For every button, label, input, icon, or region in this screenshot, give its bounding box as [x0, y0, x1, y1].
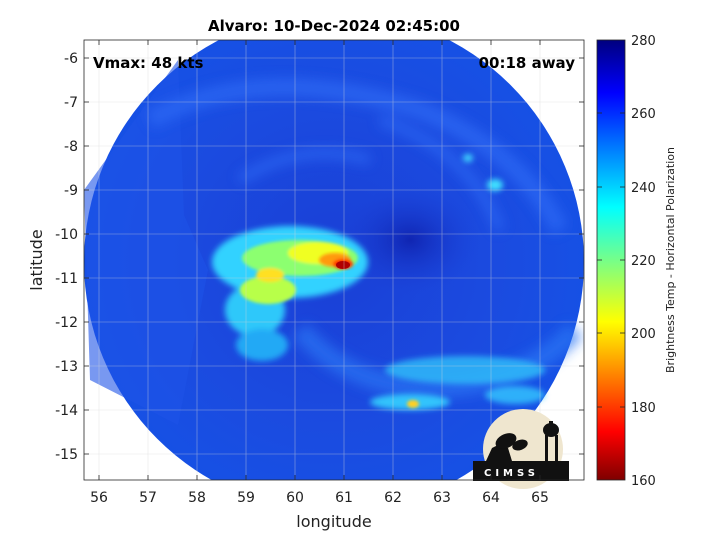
coldest-core-marker: [336, 261, 350, 269]
colorbar-label: Brightness Temp - Horizontal Polarizatio…: [664, 147, 677, 373]
y-tick-label: -9: [64, 183, 78, 199]
colorbar-tick-label: 220: [631, 254, 656, 269]
x-tick-label: 63: [433, 490, 451, 506]
x-tick-labels: 56 57 58 59 60 61 62 63 64 65: [90, 490, 549, 506]
water-tower-icon: [543, 423, 559, 437]
x-tick-label: 61: [335, 490, 353, 506]
colorbar-tick-label: 200: [631, 327, 656, 342]
y-tick-label: -13: [55, 359, 78, 375]
satellite-dish-icon: [495, 433, 517, 449]
x-tick-label: 65: [531, 490, 549, 506]
x-tick-label: 58: [188, 490, 206, 506]
y-tick-label: -10: [55, 227, 78, 243]
colorbar-tick-label: 260: [631, 107, 656, 122]
y-tick-label: -7: [64, 95, 78, 111]
x-axis-label: longitude: [296, 512, 371, 531]
x-tick-label: 57: [139, 490, 157, 506]
y-tick-label: -11: [55, 271, 78, 287]
y-tick-label: -8: [64, 139, 78, 155]
x-tick-label: 62: [384, 490, 402, 506]
y-tick-label: -14: [55, 403, 78, 419]
colorbar-tick-label: 160: [631, 474, 656, 489]
gridlines: [84, 40, 584, 480]
vmax-annotation: Vmax: 48 kts: [93, 54, 203, 72]
colorbar-ticks: [597, 112, 625, 408]
x-tick-label: 56: [90, 490, 108, 506]
tick-marks: [84, 40, 584, 480]
colorbar-tick-label: 180: [631, 401, 656, 416]
y-axis-label: latitude: [27, 229, 46, 290]
colorbar-tick-labels: 280 260 240 220 200 180 160: [631, 34, 656, 489]
y-tick-labels: -6 -7 -8 -9 -10 -11 -12 -13 -14 -15: [55, 51, 78, 463]
y-tick-label: -12: [55, 315, 78, 331]
chart-title: Alvaro: 10-Dec-2024 02:45:00: [208, 17, 460, 35]
logo-text: CIMSS: [484, 468, 539, 479]
x-tick-label: 60: [286, 490, 304, 506]
cimss-logo: CIMSS: [473, 409, 569, 489]
y-tick-label: -15: [55, 447, 78, 463]
colorbar-tick-label: 280: [631, 34, 656, 49]
satellite-dish-icon: [512, 439, 528, 451]
y-tick-label: -6: [64, 51, 78, 67]
colorbar-tick-label: 240: [631, 181, 656, 196]
x-tick-label: 59: [237, 490, 255, 506]
swath-seam: [84, 60, 208, 425]
axes-box: [83, 39, 585, 481]
microwave-imagery: [84, 40, 584, 480]
time-away-annotation: 00:18 away: [479, 54, 576, 72]
x-tick-label: 64: [482, 490, 500, 506]
